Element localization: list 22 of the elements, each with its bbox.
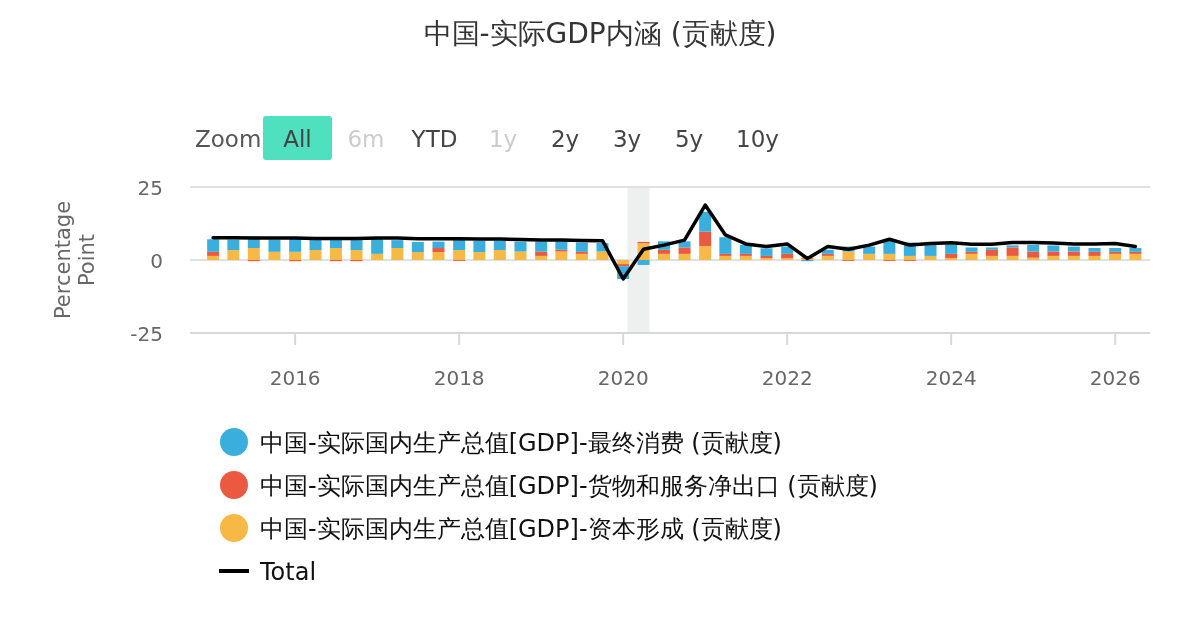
y-tick-label: 25 [137, 176, 163, 200]
text: 10y [736, 126, 779, 152]
legend-label: 中国-实际国内生产总值[GDP]-货物和服务净出口 (贡献度) [260, 472, 878, 500]
legend-label: 中国-实际国内生产总值[GDP]-资本形成 (贡献度) [260, 515, 782, 543]
legend-label: 中国-实际国内生产总值[GDP]-最终消费 (贡献度) [260, 429, 782, 457]
x-tick-label: 2022 [761, 366, 813, 390]
y-tick-label: 0 [150, 249, 163, 273]
text: Zoom [195, 126, 262, 152]
x-tick-label: 2020 [597, 366, 649, 390]
x-tick-label: 2026 [1089, 366, 1141, 390]
legend-label: Total [259, 558, 317, 586]
y-axis-title: Percentage Point [51, 200, 99, 320]
x-tick-label: 2016 [269, 366, 321, 390]
text: 2y [550, 126, 580, 152]
text: YTD [410, 126, 458, 152]
text: 3y [612, 126, 642, 152]
text: All [283, 126, 312, 152]
x-tick-label: 2018 [433, 366, 485, 390]
x-tick-label: 2024 [925, 366, 977, 390]
y-tick-label: -25 [130, 322, 163, 346]
chart-title: 中国-实际GDP内涵 (贡献度) [423, 17, 777, 50]
text: 5y [674, 126, 704, 152]
